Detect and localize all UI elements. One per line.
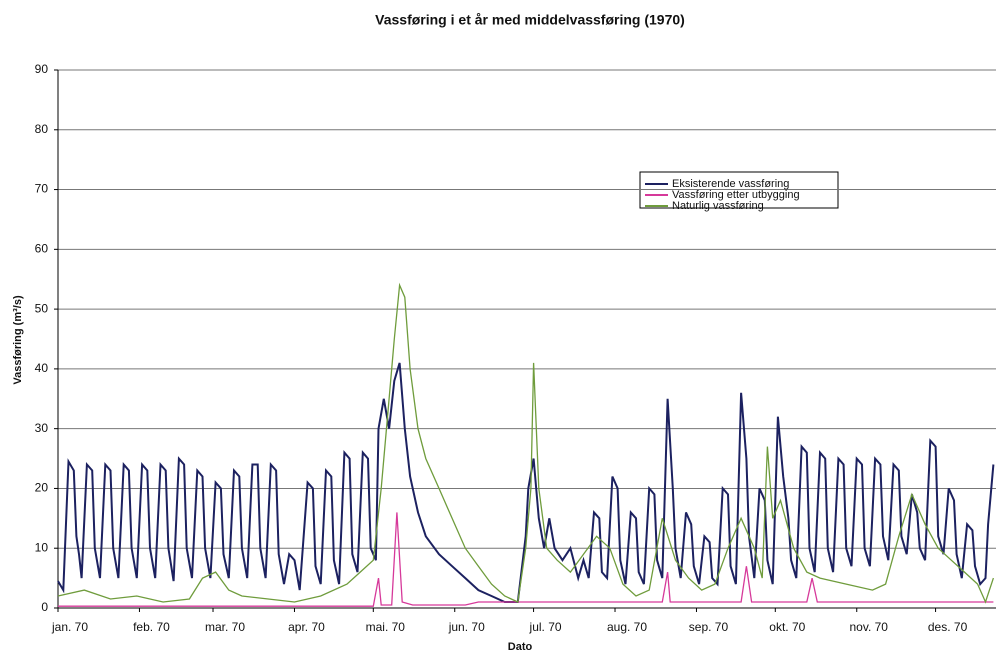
x-tick-label: nov. 70 xyxy=(850,620,889,634)
y-tick-label: 30 xyxy=(35,421,49,435)
y-tick-label: 80 xyxy=(35,122,49,136)
x-tick-label: mai. 70 xyxy=(366,620,406,634)
y-tick-label: 70 xyxy=(35,182,49,196)
series-line xyxy=(57,362,995,603)
x-tick-label: des. 70 xyxy=(928,620,968,634)
legend-label: Vassføring etter utbygging xyxy=(672,189,800,201)
series-line xyxy=(58,512,994,607)
x-tick-label: aug. 70 xyxy=(607,620,647,634)
x-tick-label: sep. 70 xyxy=(689,620,729,634)
y-tick-label: 20 xyxy=(35,481,49,495)
y-tick-label: 60 xyxy=(35,242,49,256)
legend-label: Naturlig vassføring xyxy=(672,200,764,212)
x-tick-label: okt. 70 xyxy=(769,620,805,634)
x-tick-label: jan. 70 xyxy=(51,620,88,634)
y-tick-label: 10 xyxy=(35,540,49,554)
chart-title: Vassføring i et år med middelvassføring … xyxy=(375,12,685,28)
x-tick-label: jun. 70 xyxy=(448,620,485,634)
series-line xyxy=(57,282,995,604)
y-tick-label: 50 xyxy=(35,301,49,315)
x-tick-label: jul. 70 xyxy=(529,620,562,634)
x-axis-label: Dato xyxy=(508,641,533,653)
x-tick-label: apr. 70 xyxy=(288,620,325,634)
y-tick-label: 40 xyxy=(35,361,49,375)
legend-label: Eksisterende vassføring xyxy=(672,178,789,190)
x-tick-label: mar. 70 xyxy=(205,620,245,634)
y-tick-label: 90 xyxy=(35,62,49,76)
y-axis-label: Vassføring (m³/s) xyxy=(12,295,24,385)
y-tick-label: 0 xyxy=(41,600,48,614)
x-tick-label: feb. 70 xyxy=(133,620,170,634)
